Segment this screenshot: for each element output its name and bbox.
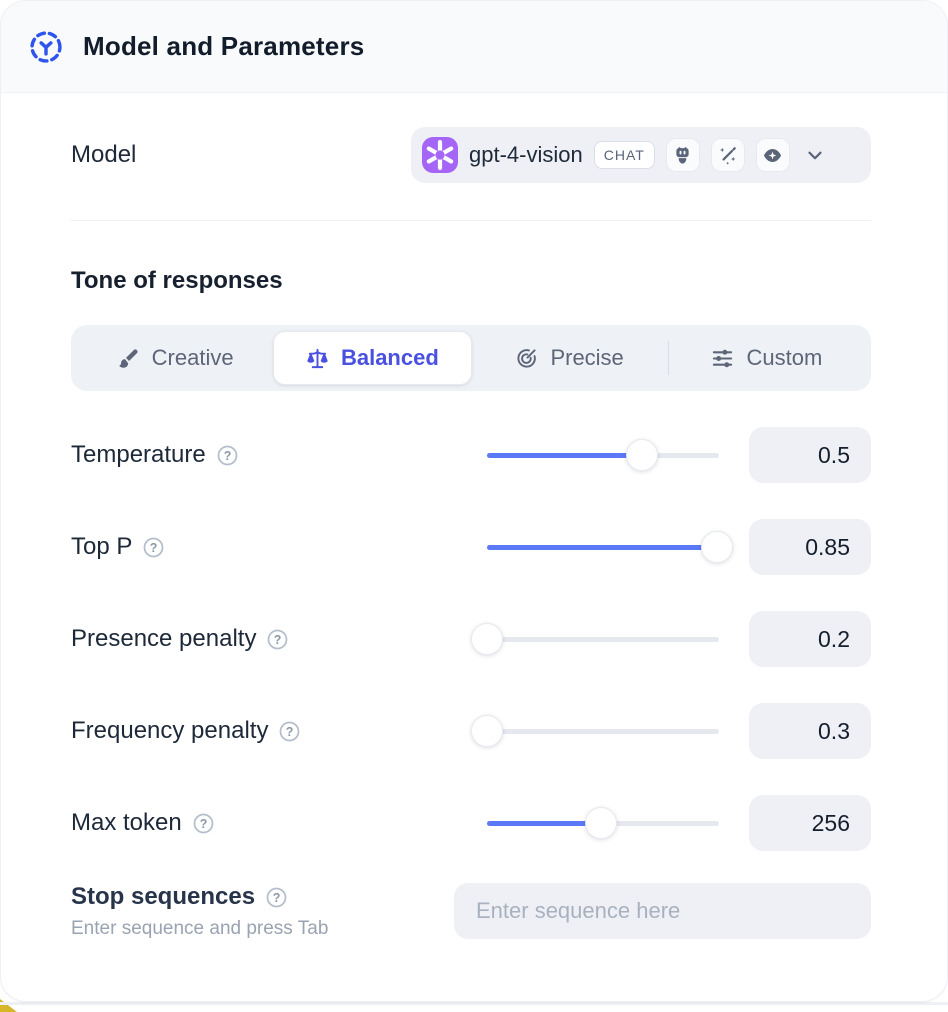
help-icon[interactable]: ? <box>266 628 289 651</box>
slider-thumb[interactable] <box>700 531 733 563</box>
tab-balanced-label: Balanced <box>340 345 439 370</box>
top-p-row: Top P ? 0.85 <box>71 519 871 575</box>
tab-precise[interactable]: Precise <box>472 331 668 385</box>
scale-icon <box>307 348 328 368</box>
svg-text:?: ? <box>199 816 207 830</box>
frequency-penalty-label: Frequency penalty <box>71 717 269 744</box>
slider-track <box>487 728 719 734</box>
help-icon[interactable]: ? <box>142 536 165 559</box>
presence-penalty-row: Presence penalty ? 0.2 <box>71 611 871 667</box>
tone-segmented-control: Creative Balanced Precise <box>71 325 871 391</box>
chat-type-badge: CHAT <box>593 141 655 169</box>
max-token-value[interactable]: 256 <box>749 795 871 851</box>
card-header: Model and Parameters <box>1 1 947 93</box>
presence-penalty-label: Presence penalty <box>71 625 257 652</box>
svg-text:?: ? <box>274 632 282 646</box>
presence-penalty-slider[interactable] <box>471 623 719 655</box>
model-select-dropdown[interactable]: gpt-4-vision CHAT <box>411 127 871 183</box>
goal-target-icon <box>517 348 537 368</box>
vision-eye-icon <box>755 138 790 172</box>
stop-sequences-labels: Stop sequences ? Enter sequence and pres… <box>71 883 328 940</box>
tab-custom[interactable]: Custom <box>669 331 865 385</box>
top-p-value[interactable]: 0.85 <box>749 519 871 575</box>
model-row: Model <box>71 127 871 183</box>
slider-fill <box>487 452 643 458</box>
tab-creative[interactable]: Creative <box>77 331 273 385</box>
stop-sequences-label: Stop sequences <box>71 883 256 910</box>
frequency-penalty-slider[interactable] <box>471 715 719 747</box>
slider-thumb[interactable] <box>626 439 659 471</box>
presence-penalty-value[interactable]: 0.2 <box>749 611 871 667</box>
help-icon[interactable]: ? <box>265 886 288 909</box>
svg-text:?: ? <box>273 890 281 904</box>
openai-logo-icon <box>422 137 458 173</box>
wand-sparkles-icon <box>710 138 745 172</box>
sliders-icon <box>713 349 733 367</box>
help-icon[interactable]: ? <box>216 444 239 467</box>
tab-custom-label: Custom <box>746 345 823 370</box>
frequency-penalty-value[interactable]: 0.3 <box>749 703 871 759</box>
slider-track <box>487 636 719 642</box>
stop-sequences-row: Stop sequences ? Enter sequence and pres… <box>71 883 871 940</box>
max-token-row: Max token ? 256 <box>71 795 871 851</box>
svg-text:?: ? <box>286 724 294 738</box>
slider-thumb[interactable] <box>471 715 503 747</box>
tab-precise-label: Precise <box>550 345 624 370</box>
temperature-value[interactable]: 0.5 <box>749 427 871 483</box>
max-token-slider[interactable] <box>487 807 719 839</box>
slider-thumb[interactable] <box>584 807 617 839</box>
slider-thumb[interactable] <box>471 623 503 655</box>
temperature-slider[interactable] <box>487 439 719 471</box>
bot-icon <box>665 138 700 172</box>
stop-sequences-hint: Enter sequence and press Tab <box>71 918 329 939</box>
temperature-row: Temperature ? 0.5 <box>71 427 871 483</box>
help-icon[interactable]: ? <box>192 812 215 835</box>
tab-balanced[interactable]: Balanced <box>273 331 472 385</box>
yellow-corner-accent <box>0 999 17 1012</box>
help-icon[interactable]: ? <box>278 720 301 743</box>
frequency-penalty-row: Frequency penalty ? 0.3 <box>71 703 871 759</box>
tab-creative-label: Creative <box>151 345 234 370</box>
section-divider <box>71 220 871 221</box>
max-token-label: Max token <box>71 809 182 836</box>
chevron-down-icon <box>804 144 826 166</box>
top-p-slider[interactable] <box>487 531 733 563</box>
svg-text:?: ? <box>223 448 231 462</box>
model-name: gpt-4-vision <box>469 142 583 167</box>
top-p-label: Top P <box>71 533 133 560</box>
stop-sequence-input[interactable] <box>454 883 871 939</box>
svg-text:?: ? <box>150 540 158 554</box>
tone-heading: Tone of responses <box>71 267 283 294</box>
slider-fill <box>487 820 601 826</box>
temperature-label: Temperature <box>71 441 206 468</box>
model-label: Model <box>71 141 137 168</box>
model-hub-icon <box>28 29 64 65</box>
slider-fill <box>487 544 717 550</box>
brush-icon <box>118 349 138 368</box>
page-bottom-divider <box>0 1002 948 1005</box>
page-title: Model and Parameters <box>83 31 365 61</box>
segment-divider <box>667 341 669 375</box>
